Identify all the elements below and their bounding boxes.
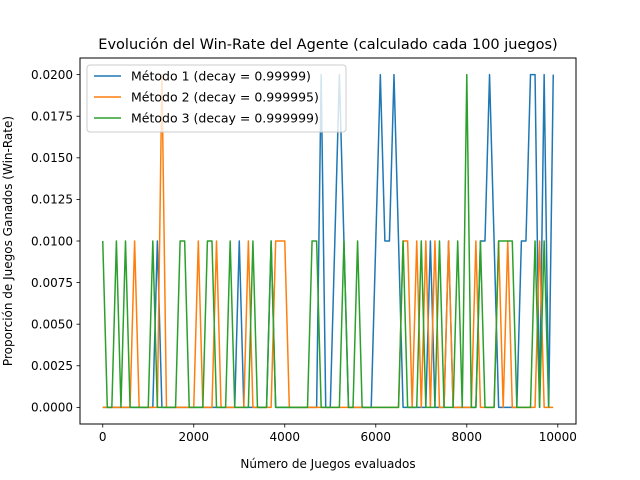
x-tick-label: 6000 (361, 430, 392, 444)
x-tick-label: 4000 (269, 430, 300, 444)
chart-title: Evolución del Win-Rate del Agente (calcu… (98, 37, 557, 53)
x-tick-label: 10000 (539, 430, 577, 444)
x-tick-label: 0 (99, 430, 107, 444)
legend-box (86, 64, 347, 133)
plot-lines (102, 73, 554, 409)
y-tick-label: 0.0200 (31, 68, 73, 82)
y-tick-label: 0.0025 (31, 359, 73, 373)
legend-label-3: Método 3 (decay = 0.999999) (131, 111, 319, 126)
y-axis-label: Proporción de Juegos Ganados (Win-Rate) (1, 116, 15, 366)
x-axis-label: Número de Juegos evaluados (240, 457, 415, 471)
y-tick-label: 0.0175 (31, 110, 73, 124)
series-line-3 (102, 73, 550, 409)
y-tick-label: 0.0050 (31, 317, 73, 331)
y-tick-label: 0.0125 (31, 193, 73, 207)
legend: Método 1 (decay = 0.99999) Método 2 (deca… (86, 64, 347, 133)
y-tick-label: 0.0075 (31, 276, 73, 290)
y-tick-label: 0.0150 (31, 151, 73, 165)
legend-label-1: Método 1 (decay = 0.99999) (131, 69, 311, 84)
y-tick-label: 0.0100 (31, 234, 73, 248)
x-tick-label: 8000 (452, 430, 483, 444)
y-axis-ticks: 0.0000 0.0025 0.0050 0.0075 0.0100 0.0125 0.01… (31, 68, 80, 415)
x-tick-label: 2000 (178, 430, 209, 444)
y-tick-label: 0.0000 (31, 401, 73, 415)
x-axis-ticks: 0 2000 4000 6000 8000 10000 (99, 424, 577, 444)
legend-label-2: Método 2 (decay = 0.999995) (131, 90, 319, 105)
